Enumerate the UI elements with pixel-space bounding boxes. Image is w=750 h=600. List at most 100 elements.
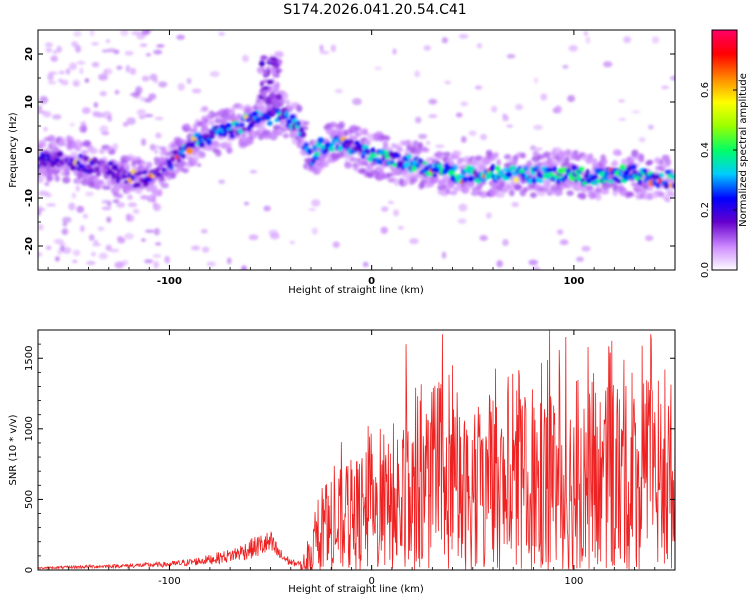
spectrogram-ridge-cell bbox=[169, 166, 174, 171]
spectrogram-halo bbox=[564, 156, 570, 164]
spectrogram-speckle bbox=[46, 203, 57, 207]
spectrogram-speckle bbox=[101, 49, 109, 53]
spectrogram-branch-cell bbox=[261, 90, 267, 98]
snr-series-line bbox=[38, 330, 675, 570]
spectrogram-halo bbox=[540, 186, 550, 193]
spectrogram-ridge-cell bbox=[44, 153, 52, 158]
spectrogram-ridge-cell bbox=[666, 169, 672, 176]
spectrogram-speckle bbox=[152, 254, 162, 258]
spectrogram-speckle bbox=[435, 144, 445, 148]
top-y-tick-label: -20 bbox=[24, 237, 35, 255]
spectrogram-halo bbox=[213, 142, 221, 148]
spectrogram-speckle bbox=[44, 181, 50, 187]
spectrogram-ridge-cell bbox=[615, 178, 623, 184]
spectrogram-halo bbox=[181, 168, 189, 174]
spectrogram-halo bbox=[284, 99, 291, 106]
spectrogram-halo bbox=[102, 185, 111, 190]
spectrogram-halo bbox=[432, 177, 439, 182]
spectrogram-speckle bbox=[89, 30, 95, 37]
spectrogram-speckle bbox=[631, 110, 641, 114]
spectrogram-speckle bbox=[201, 246, 210, 253]
spectrogram-ridge-cell bbox=[188, 144, 196, 149]
spectrogram-speckle bbox=[618, 117, 627, 122]
spectrogram-halo bbox=[508, 189, 515, 197]
spectrogram-speckle bbox=[380, 226, 388, 234]
spectrogram-speckle bbox=[562, 65, 569, 69]
bottom-y-axis-label: SNR (10 * v/v) bbox=[8, 414, 19, 485]
spectrogram-speckle bbox=[418, 133, 428, 140]
spectrogram-halo bbox=[529, 192, 537, 198]
spectrogram-branch-cell bbox=[258, 60, 266, 67]
spectrogram-branch-cell bbox=[271, 67, 277, 76]
spectrogram-halo bbox=[456, 160, 462, 166]
spectrogram-speckle bbox=[136, 33, 146, 40]
spectrogram-speckle bbox=[105, 244, 112, 252]
spectrogram-speckle bbox=[82, 213, 89, 219]
spectrogram-speckle bbox=[515, 103, 524, 111]
spectrogram-ridge-cell bbox=[284, 110, 289, 118]
spectrogram-halo bbox=[58, 140, 67, 146]
spectrogram-ridge-cell bbox=[307, 148, 312, 156]
spectrogram-speckle bbox=[274, 51, 284, 58]
spectrogram-speckle bbox=[76, 60, 86, 65]
snr-frame bbox=[37, 329, 676, 571]
spectrogram-ridge-cell bbox=[99, 159, 106, 165]
spectrogram-ridge-cell bbox=[483, 168, 488, 175]
spectrogram-speckle bbox=[330, 44, 336, 53]
spectrogram-ridge-cell bbox=[618, 170, 623, 178]
spectrogram-speckle bbox=[116, 65, 123, 70]
spectrogram-speckle bbox=[428, 98, 438, 105]
spectrogram-ridge-cell bbox=[186, 147, 194, 155]
spectrogram-halo bbox=[353, 126, 362, 131]
spectrogram-halo bbox=[600, 158, 608, 166]
spectrogram-speckle bbox=[152, 203, 161, 212]
spectrogram-ridge-cell bbox=[75, 159, 81, 166]
spectrogram-halo bbox=[536, 191, 546, 197]
spectrogram-speckle bbox=[241, 265, 247, 270]
spectrogram-ridge-cell bbox=[652, 179, 657, 187]
spectrogram-speckle bbox=[145, 52, 152, 57]
colorbar-label: Normalized spectral amplitude bbox=[738, 73, 749, 227]
spectrogram-halo bbox=[75, 144, 82, 152]
spectrogram-ridge-cell bbox=[163, 170, 170, 177]
spectrogram-speckle bbox=[75, 185, 81, 192]
spectrogram-speckle bbox=[50, 55, 58, 62]
spectrogram-speckle bbox=[154, 145, 161, 149]
spectrogram-speckle bbox=[502, 238, 509, 247]
spectrogram-halo bbox=[495, 192, 505, 198]
top-y-tick-label: 0 bbox=[24, 146, 35, 153]
spectrogram-halo bbox=[627, 191, 634, 197]
spectrogram-speckle bbox=[47, 73, 54, 81]
spectrogram-ridge-cell bbox=[472, 169, 477, 176]
spectrogram-speckle bbox=[45, 47, 53, 53]
spectrogram-speckle bbox=[502, 115, 509, 122]
spectrogram-speckle bbox=[91, 61, 100, 68]
spectrogram-speckle bbox=[661, 85, 670, 90]
spectrogram-ridge-cell bbox=[436, 163, 443, 169]
spectrogram-speckle bbox=[164, 255, 171, 264]
spectrogram-halo bbox=[238, 103, 244, 110]
spectrogram-branch-cell bbox=[277, 59, 283, 64]
spectrogram-halo bbox=[579, 192, 587, 200]
spectrogram-speckle bbox=[155, 242, 162, 246]
spectrogram-speckle bbox=[153, 149, 159, 154]
spectrogram-halo bbox=[46, 175, 54, 182]
spectrogram-halo bbox=[506, 184, 514, 190]
spectrogram-halo bbox=[115, 193, 124, 199]
spectrogram-ridge-cell bbox=[548, 172, 555, 178]
spectrogram-ridge-cell bbox=[225, 122, 232, 129]
spectrogram-halo bbox=[361, 160, 369, 166]
spectrogram-halo bbox=[110, 177, 118, 185]
spectrogram-halo bbox=[445, 188, 451, 195]
spectrogram-speckle bbox=[263, 205, 271, 212]
spectrogram-halo bbox=[230, 112, 236, 118]
spectrogram-halo bbox=[226, 142, 232, 148]
colorbar-tick-label: 0.6 bbox=[700, 82, 711, 98]
spectrogram-ridge-cell bbox=[208, 134, 215, 140]
spectrogram-speckle bbox=[132, 208, 140, 214]
top-x-tick-label: -100 bbox=[157, 276, 182, 287]
spectrogram-speckle bbox=[506, 54, 516, 59]
spectrogram-speckle bbox=[552, 147, 562, 151]
spectrogram-speckle bbox=[47, 80, 57, 85]
